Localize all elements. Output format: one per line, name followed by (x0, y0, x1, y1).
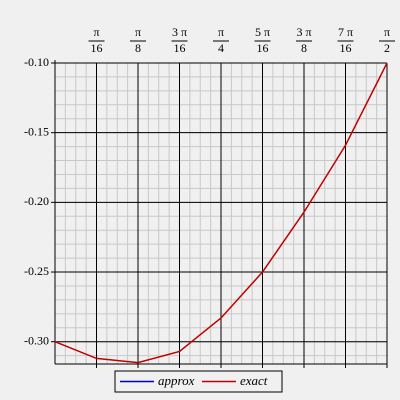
x-tick-numerator: 5 π (255, 25, 270, 39)
x-tick-numerator: 7 π (338, 25, 353, 39)
x-tick-numerator: 3 π (296, 25, 311, 39)
y-tick-label: -0.10 (24, 55, 49, 69)
x-tick-numerator: 3 π (172, 25, 187, 39)
legend-label: approx (158, 373, 195, 388)
x-tick-denominator: 16 (91, 41, 103, 55)
y-tick-label: -0.15 (24, 124, 49, 138)
series-line (54, 62, 388, 364)
x-tick-denominator: 4 (218, 41, 224, 55)
legend-box (114, 370, 283, 393)
x-tick-denominator: 8 (135, 41, 141, 55)
x-tick-numerator: π (384, 25, 390, 39)
x-tick-denominator: 16 (340, 41, 352, 55)
legend-label: exact (240, 373, 268, 388)
y-tick-label: -0.25 (24, 264, 49, 278)
x-tick-numerator: π (93, 25, 99, 39)
x-tick-denominator: 16 (257, 41, 269, 55)
x-tick-numerator: π (135, 25, 141, 39)
x-tick-denominator: 8 (301, 41, 307, 55)
x-tick-denominator: 16 (174, 41, 186, 55)
x-tick-numerator: π (218, 25, 224, 39)
y-tick-label: -0.30 (24, 333, 49, 347)
x-tick-denominator: 2 (384, 41, 390, 55)
y-tick-label: -0.20 (24, 194, 49, 208)
